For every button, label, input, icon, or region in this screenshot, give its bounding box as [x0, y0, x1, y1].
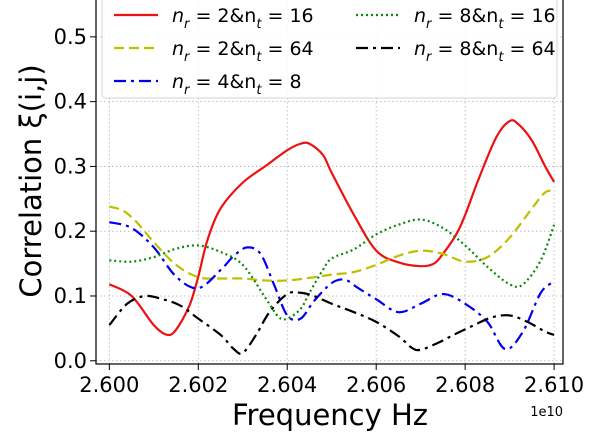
- legend-label: nr = 2&nt = 16: [172, 5, 314, 32]
- x-tick-label: 2.610: [524, 373, 584, 397]
- x-tick-label: 2.604: [257, 373, 317, 397]
- x-tick-label: 2.602: [168, 373, 228, 397]
- y-tick-label: 0.0: [54, 349, 87, 373]
- y-tick-label: 0.2: [54, 219, 87, 243]
- x-axis-label: Frequency Hz: [232, 398, 428, 432]
- series-line-4: [109, 218, 556, 321]
- legend-label: nr = 8&nt = 16: [414, 5, 556, 32]
- series-line-5: [108, 290, 555, 355]
- series-line-2: [109, 189, 555, 282]
- y-tick-label: 0.1: [54, 284, 87, 308]
- legend-label: nr = 8&nt = 64: [414, 38, 556, 65]
- x-tick-label: 2.606: [346, 373, 406, 397]
- y-tick-label: 0.3: [54, 154, 87, 178]
- legend: nr = 2&nt = 16 nr = 2&nt = 64 nr = 4&nt = …: [101, 0, 558, 99]
- y-axis-label: Correlation ξ(i,j): [14, 64, 48, 297]
- y-tick-label: 0.5: [54, 25, 87, 49]
- x-tick-label: 2.600: [79, 373, 139, 397]
- legend-box: [101, 0, 558, 99]
- x-tick-label: 2.608: [435, 373, 495, 397]
- legend-label: nr = 4&nt = 8: [172, 71, 302, 98]
- legend-label: nr = 2&nt = 64: [172, 38, 314, 65]
- y-axis: 0.0 0.1 0.2 0.3 0.4 0.5: [54, 25, 96, 373]
- series-line-1: [108, 119, 556, 337]
- x-offset-label: 1e10: [530, 405, 563, 420]
- x-axis: 2.600 2.602 2.604 2.606 2.608 2.610: [79, 364, 584, 397]
- plot-frame: [95, 0, 564, 365]
- y-tick-label: 0.4: [54, 90, 87, 114]
- plot-area: [108, 119, 556, 355]
